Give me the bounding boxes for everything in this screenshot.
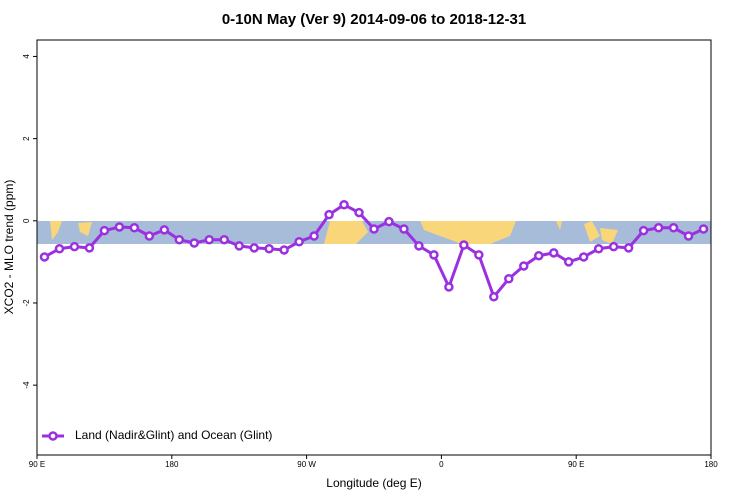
legend-label: Land (Nadir&Glint) and Ocean (Glint) (75, 428, 272, 442)
data-point (174, 234, 185, 245)
y-tick-label: -4 (22, 381, 31, 389)
data-point (234, 241, 244, 251)
data-point (563, 257, 574, 267)
data-point (309, 231, 319, 241)
data-point (114, 222, 125, 232)
data-point (204, 234, 214, 245)
data-point (504, 273, 514, 284)
data-point (459, 240, 469, 250)
data-point (414, 241, 424, 251)
data-point (159, 225, 170, 235)
x-tick-label: 0 (439, 460, 444, 469)
x-tick-label: 180 (165, 460, 179, 469)
x-tick-label: 90 E (568, 460, 584, 469)
y-tick-label: 4 (22, 54, 31, 59)
data-point (608, 241, 619, 252)
data-point (489, 292, 499, 302)
data-point (698, 224, 709, 234)
data-point (623, 243, 634, 253)
data-point (534, 250, 544, 261)
x-tick-label: 180 (704, 460, 718, 469)
series-line (43, 203, 705, 300)
data-point (474, 250, 484, 260)
data-point (638, 225, 649, 236)
data-point (219, 234, 229, 245)
data-point (668, 223, 679, 233)
y-axis-label: XCO2 - MLO trend (ppm) (2, 180, 16, 315)
data-point (264, 243, 274, 254)
x-tick-label: 90 W (297, 460, 316, 469)
data-point (369, 224, 379, 234)
data-point (429, 250, 439, 260)
data-point (548, 248, 559, 258)
data-point (99, 225, 110, 236)
data-point (129, 223, 140, 233)
chart-title: 0-10N May (Ver 9) 2014-09-06 to 2018-12-… (222, 11, 526, 28)
data-point (384, 216, 394, 227)
data-point (69, 241, 80, 252)
data-point (653, 223, 664, 233)
data-point (593, 243, 604, 254)
data-point (444, 282, 454, 292)
y-tick-label: 2 (22, 136, 31, 141)
x-axis-label: Longitude (deg E) (326, 476, 421, 490)
x-tick-label: 90 E (29, 460, 45, 469)
y-tick-label: -2 (22, 299, 31, 307)
data-point (354, 207, 364, 218)
data-point (39, 252, 50, 262)
data-point (519, 261, 529, 271)
data-point (324, 209, 334, 220)
data-point (399, 224, 409, 234)
data-point (683, 231, 694, 241)
data-point (249, 243, 259, 253)
data-point (578, 252, 589, 262)
data-point (339, 200, 349, 210)
data-point (294, 236, 304, 247)
plot-frame (36, 39, 712, 456)
y-tick-label: 0 (22, 218, 31, 223)
data-point (54, 243, 65, 254)
data-point (144, 231, 155, 241)
data-point (189, 238, 200, 248)
legend-marker (48, 431, 58, 441)
data-point (279, 245, 289, 255)
data-point (84, 243, 95, 253)
